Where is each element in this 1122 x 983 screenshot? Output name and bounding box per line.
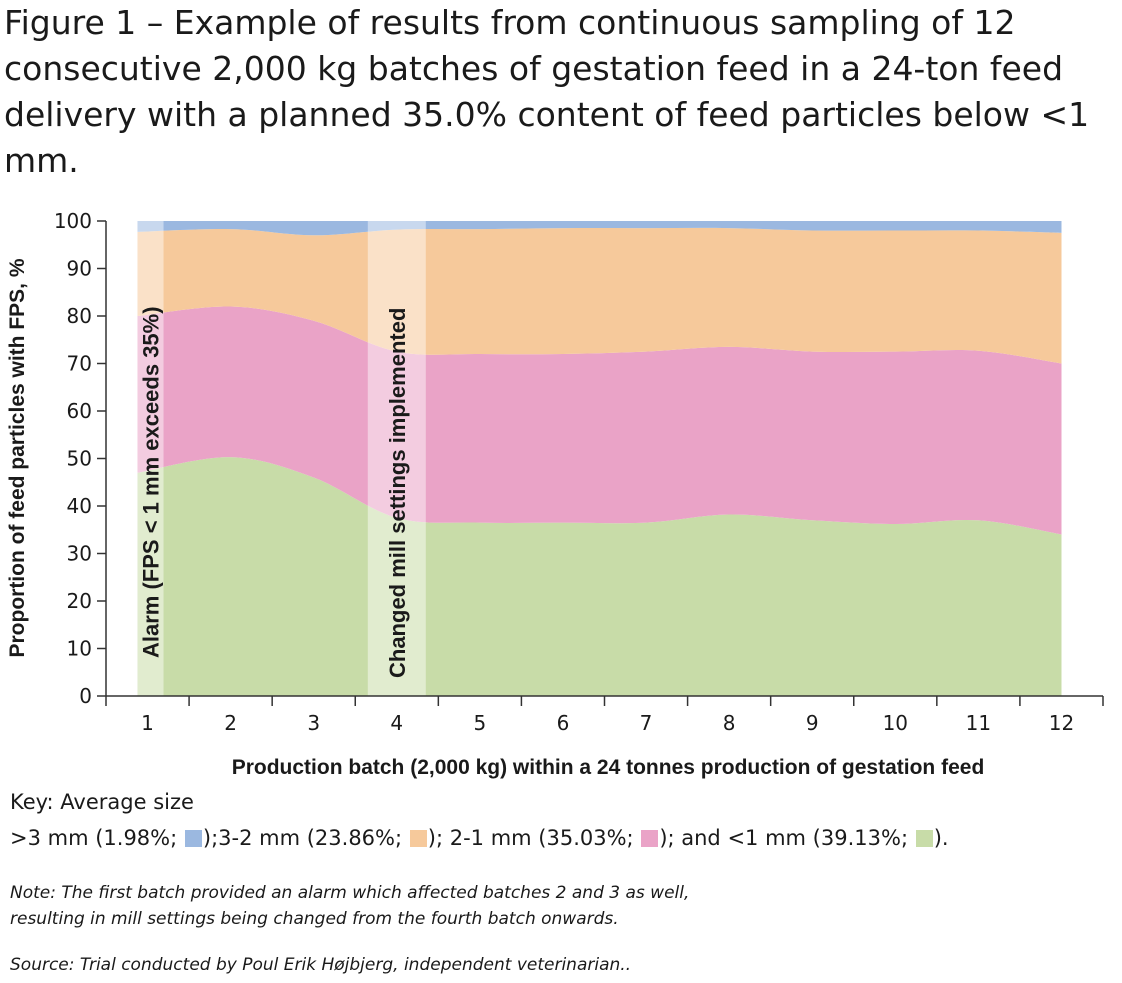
legend-sep-3-2mm: ); bbox=[427, 826, 450, 850]
x-axis-label: Production batch (2,000 kg) within a 24 … bbox=[232, 756, 985, 779]
legend-label-lt1mm: <1 mm (39.13%; bbox=[727, 826, 915, 850]
y-axis-label: Proportion of feed particles with FPS, % bbox=[6, 258, 29, 657]
highlight-band-0 bbox=[137, 221, 164, 696]
note-line-1: Note: The first batch provided an alarm … bbox=[10, 883, 690, 903]
legend-label-3-2mm: 3-2 mm (23.86%; bbox=[218, 826, 409, 850]
legend-swatch-gt3mm bbox=[184, 830, 202, 847]
x-tick-label: 4 bbox=[390, 711, 403, 735]
x-tick-label: 9 bbox=[806, 711, 819, 735]
y-tick-label: 70 bbox=[67, 352, 92, 376]
legend-sep-lt1mm: ). bbox=[933, 826, 949, 850]
x-tick-label: 6 bbox=[557, 711, 570, 735]
legend-swatch-3-2mm bbox=[409, 830, 427, 847]
x-tick-label: 3 bbox=[307, 711, 320, 735]
y-tick-label: 10 bbox=[67, 637, 92, 661]
area-series-3 bbox=[137, 221, 1062, 236]
legend-sep-gt3mm: ); bbox=[202, 826, 219, 850]
legend-item-lt1mm: <1 mm (39.13%; ). bbox=[727, 826, 948, 850]
legend-item-2-1mm: 2-1 mm (35.03%; ); and bbox=[450, 826, 728, 850]
legend-sep-2-1mm: ); and bbox=[659, 826, 728, 850]
y-tick-label: 90 bbox=[67, 257, 92, 281]
y-tick-label: 30 bbox=[67, 542, 92, 566]
x-tick-label: 7 bbox=[640, 711, 653, 735]
figure-title: Figure 1 – Example of results from conti… bbox=[4, 3, 1090, 180]
source: Source: Trial conducted by Poul Erik Høj… bbox=[10, 955, 632, 975]
x-tick-label: 11 bbox=[966, 711, 991, 735]
y-tick-label: 50 bbox=[67, 447, 92, 471]
annotations: Alarm (FPS < 1 mm exceeds 35%) Changed mi… bbox=[139, 306, 410, 678]
y-tick-label: 100 bbox=[54, 209, 92, 233]
area-layers bbox=[137, 221, 1062, 696]
x-tick-label: 10 bbox=[883, 711, 908, 735]
legend-label-gt3mm: >3 mm (1.98%; bbox=[10, 826, 184, 850]
key-title: Key: Average size bbox=[10, 790, 194, 814]
annotation-label-0: Alarm (FPS < 1 mm exceeds 35%) bbox=[139, 306, 164, 658]
x-tick-label: 8 bbox=[723, 711, 736, 735]
area-series-1 bbox=[137, 306, 1062, 535]
legend-item-gt3mm: >3 mm (1.98%; ); bbox=[10, 826, 218, 850]
x-tick-label: 5 bbox=[474, 711, 487, 735]
x-tick-label: 1 bbox=[141, 711, 154, 735]
y-tick-label: 40 bbox=[67, 494, 92, 518]
highlight-bands bbox=[137, 221, 426, 696]
y-tick-label: 60 bbox=[67, 399, 92, 423]
area-series-0 bbox=[137, 457, 1062, 696]
x-tick-label: 2 bbox=[224, 711, 237, 735]
y-tick-label: 0 bbox=[79, 684, 92, 708]
legend-swatch-lt1mm bbox=[915, 830, 933, 847]
annotation-label-1: Changed mill settings implemented bbox=[385, 308, 410, 678]
note-line-2: resulting in mill settings being changed… bbox=[10, 909, 619, 929]
x-tick-label: 12 bbox=[1049, 711, 1074, 735]
legend-swatch-2-1mm bbox=[641, 830, 659, 847]
key-legend: >3 mm (1.98%; );3-2 mm (23.86%; ); 2-1 m… bbox=[10, 826, 949, 850]
note: Note: The first batch provided an alarm … bbox=[10, 880, 689, 932]
legend-item-3-2mm: 3-2 mm (23.86%; ); bbox=[218, 826, 450, 850]
legend-label-2-1mm: 2-1 mm (35.03%; bbox=[449, 826, 641, 850]
y-tick-label: 80 bbox=[67, 304, 92, 328]
highlight-band-1 bbox=[367, 221, 426, 696]
y-tick-label: 20 bbox=[67, 589, 92, 613]
area-series-2 bbox=[137, 227, 1062, 364]
